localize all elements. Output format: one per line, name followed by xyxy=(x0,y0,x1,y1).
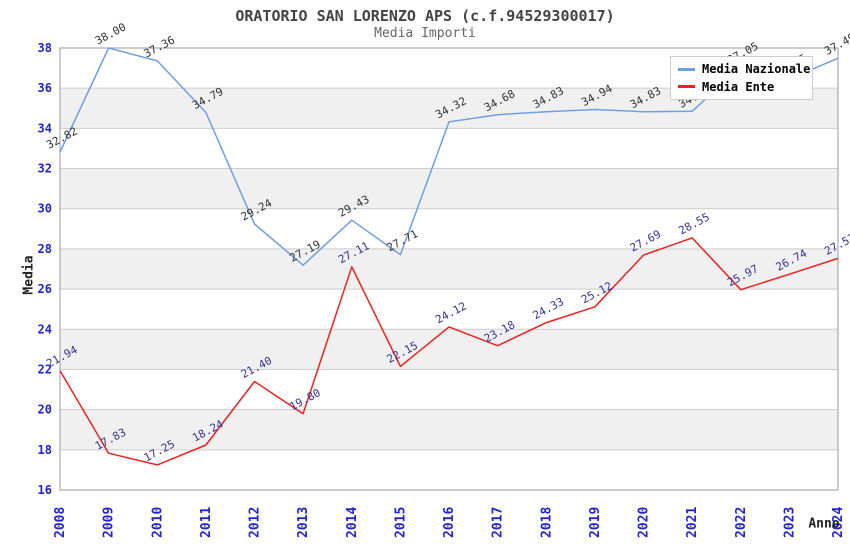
x-tick-label: 2013 xyxy=(296,507,311,538)
x-tick-label: 2024 xyxy=(831,507,846,538)
legend-item-media-ente: Media Ente xyxy=(671,80,812,94)
y-tick-label: 34 xyxy=(38,121,52,135)
plot-frame xyxy=(59,47,839,491)
x-tick-label: 2012 xyxy=(248,507,263,538)
y-tick-label: 36 xyxy=(38,81,52,95)
y-tick-label: 20 xyxy=(38,403,52,417)
y-tick-label: 32 xyxy=(38,162,52,176)
x-tick-label: 2020 xyxy=(637,507,652,538)
x-tick-label: 2015 xyxy=(393,507,408,538)
value-label: 24.12 xyxy=(433,299,468,326)
x-tick-label: 2018 xyxy=(539,507,554,538)
y-tick-label: 26 xyxy=(38,282,52,296)
value-label: 28.55 xyxy=(676,210,711,237)
x-tick-label: 2017 xyxy=(491,507,506,538)
x-tick-label: 2021 xyxy=(685,507,700,538)
y-tick-label: 22 xyxy=(38,362,52,376)
x-axis-title: Anno xyxy=(808,516,840,532)
y-tick-label: 28 xyxy=(38,242,52,256)
legend-item-media-nazionale: Media Nazionale xyxy=(671,62,812,76)
legend: Media Nazionale Media Ente xyxy=(670,56,813,100)
value-label: 37.36 xyxy=(142,33,177,60)
y-tick-label: 16 xyxy=(38,483,52,497)
x-tick-label: 2008 xyxy=(53,507,68,538)
x-tick-label: 2016 xyxy=(442,507,457,538)
chart-subtitle: Media Importi xyxy=(374,26,476,41)
x-tick-label: 2023 xyxy=(782,507,797,538)
media-nazionale-line-swatch xyxy=(678,67,695,71)
x-tick-label: 2010 xyxy=(150,507,165,538)
plot-band xyxy=(60,168,838,209)
chart-title: ORATORIO SAN LORENZO APS (c.f.9452930001… xyxy=(235,7,615,25)
x-tick-label: 2014 xyxy=(345,507,360,538)
y-tick-label: 18 xyxy=(38,443,52,457)
x-tick-label: 2019 xyxy=(588,507,603,538)
media-ente-line-swatch xyxy=(678,85,695,89)
legend-label-media-ente: Media Ente xyxy=(702,79,775,94)
value-label: 37.49 xyxy=(822,31,850,58)
plot-band xyxy=(60,329,838,370)
y-tick-label: 30 xyxy=(38,202,52,216)
plot-band xyxy=(60,409,838,450)
y-tick-label: 24 xyxy=(38,322,52,336)
legend-label-media-nazionale: Media Nazionale xyxy=(702,62,811,77)
series-line-media-ente xyxy=(59,237,839,466)
y-tick-label: 38 xyxy=(38,41,52,55)
x-tick-label: 2022 xyxy=(734,507,749,538)
value-label: 38.00 xyxy=(93,20,128,47)
x-tick-label: 2011 xyxy=(199,507,214,538)
x-tick-label: 2009 xyxy=(102,507,117,538)
y-axis-title: Media xyxy=(21,255,37,295)
